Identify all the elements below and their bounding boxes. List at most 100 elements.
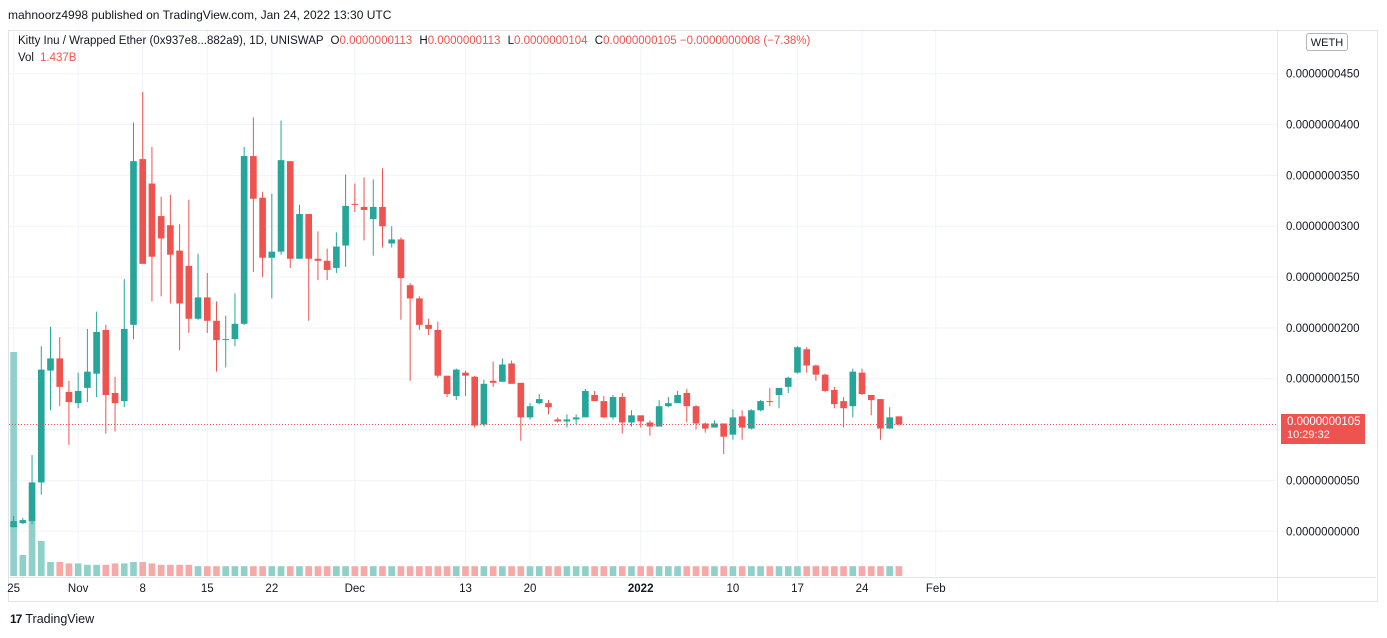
close-value: 0.0000000105	[603, 35, 677, 47]
volume-bar	[194, 566, 202, 576]
candle-body	[462, 372, 469, 376]
volume-bar	[185, 564, 193, 576]
candle-body	[821, 374, 829, 391]
bar-countdown: 10:29:32	[1287, 429, 1330, 441]
candle-body	[286, 161, 294, 259]
candle-body	[600, 401, 608, 418]
y-tick-label: 0.0000000350	[1286, 170, 1360, 182]
volume-bar	[582, 566, 589, 576]
candle-body	[194, 297, 202, 319]
volume-bar	[674, 566, 681, 576]
volume-bar	[840, 566, 847, 576]
volume-bar	[139, 562, 147, 576]
candle-body	[711, 423, 718, 428]
candle-body	[858, 372, 866, 394]
tradingview-brand[interactable]: 17 TradingView	[10, 612, 94, 626]
candle-body	[213, 320, 220, 341]
volume-bar	[784, 566, 792, 576]
candle-body	[231, 323, 239, 340]
candle-body	[554, 419, 562, 422]
volume-bar	[591, 566, 598, 576]
x-tick-label: 20	[524, 583, 537, 595]
volume-bar	[794, 566, 801, 576]
volume-bar	[655, 566, 663, 576]
volume-bar	[231, 566, 239, 576]
change-value: −0.0000000008 (−7.38%)	[679, 35, 811, 47]
candle-body	[628, 415, 635, 423]
volume-bar	[499, 566, 506, 576]
candle-body	[535, 399, 543, 404]
volume-bar	[609, 566, 617, 576]
candle-body	[167, 225, 174, 255]
candle-body	[65, 391, 73, 403]
candle-body	[683, 392, 691, 407]
candle-body	[572, 417, 580, 420]
volume-bar	[600, 566, 608, 576]
volume-bar	[821, 566, 829, 576]
volume-label: Vol	[18, 52, 34, 64]
volume-bar	[748, 566, 755, 576]
candle-body	[406, 285, 414, 299]
volume-bar	[323, 566, 331, 576]
candle-body	[591, 395, 598, 402]
volume-bar	[812, 566, 820, 576]
low-label: L	[507, 35, 515, 47]
candle-body	[877, 399, 884, 429]
volume-bar	[443, 566, 451, 576]
volume-bar	[489, 566, 497, 576]
candle-body	[314, 258, 322, 261]
candle-body	[250, 156, 257, 199]
volume-bar	[28, 513, 36, 576]
volume-bar	[563, 566, 571, 576]
volume-bar	[130, 562, 137, 576]
volume-bar	[111, 563, 119, 576]
volume-bar	[148, 563, 156, 576]
x-tick-label: 15	[201, 583, 214, 595]
volume-bar	[222, 566, 230, 576]
volume-bar	[120, 563, 128, 576]
volume-bar	[554, 566, 562, 576]
volume-bar	[425, 566, 432, 576]
volume-bar	[351, 566, 359, 576]
volume-bar	[775, 566, 783, 576]
x-tick-label: 17	[791, 583, 804, 595]
open-label: O	[330, 35, 340, 47]
volume-bar	[397, 566, 405, 576]
candle-body	[729, 417, 737, 435]
volume-bar	[637, 566, 645, 576]
x-tick-label: 2022	[628, 583, 654, 595]
volume-bar	[102, 564, 110, 576]
candle-body	[102, 329, 110, 396]
y-tick-label: 0.0000000200	[1286, 323, 1360, 335]
candle-body	[388, 239, 396, 244]
candle-body	[19, 520, 27, 524]
volume-bar	[545, 566, 552, 576]
candle-body	[37, 369, 45, 483]
volume-bar	[305, 566, 313, 576]
candle-body	[517, 382, 525, 418]
candle-body	[867, 395, 875, 401]
symbol-label[interactable]: Kitty Inu / Wrapped Ether (0x937e8...882…	[18, 35, 324, 47]
candle-body	[637, 415, 645, 422]
x-tick-label: 25	[7, 583, 20, 595]
candle-body	[360, 206, 368, 210]
candle-body	[323, 260, 331, 270]
volume-value: 1.437B	[40, 52, 77, 64]
candle-body	[766, 401, 774, 403]
candle-body	[379, 206, 386, 227]
candle-body	[526, 406, 534, 418]
candle-body	[10, 521, 17, 528]
volume-bar	[480, 566, 488, 576]
x-tick-label: 10	[727, 583, 740, 595]
volume-bar	[526, 566, 534, 576]
candle-body	[803, 349, 811, 366]
volume-bar	[37, 541, 45, 576]
candle-body	[222, 339, 230, 341]
candle-body	[794, 347, 801, 373]
candle-body	[757, 401, 764, 411]
y-tick-label: 0.0000000300	[1286, 221, 1360, 233]
quote-currency-badge[interactable]: WETH	[1306, 33, 1348, 51]
volume-bar	[803, 566, 811, 576]
candle-body	[277, 160, 285, 252]
